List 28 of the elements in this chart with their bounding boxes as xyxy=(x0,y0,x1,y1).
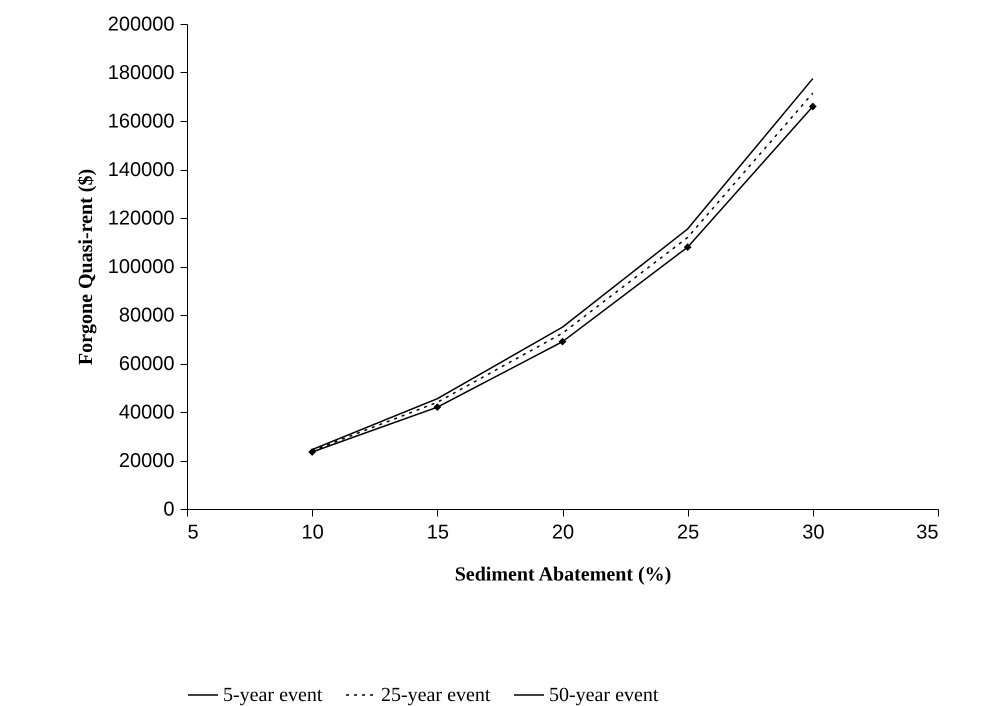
point xyxy=(308,448,316,456)
legend-label: 5-year event xyxy=(223,684,323,706)
y-tick-label: 0 xyxy=(163,498,174,520)
y-tick-label: 80000 xyxy=(118,304,174,326)
point xyxy=(808,102,817,110)
y-tick-label: 200000 xyxy=(108,14,174,36)
x-tick-label: 5 xyxy=(188,522,199,544)
point xyxy=(684,243,692,251)
y-tick-label: 100000 xyxy=(108,256,174,278)
point xyxy=(433,403,442,412)
y-tick-label: 60000 xyxy=(118,353,174,375)
x-axis-title: Sediment Abatement (%) xyxy=(454,564,672,586)
y-tick-label: 120000 xyxy=(108,208,174,230)
x-tick-label: 35 xyxy=(916,522,938,544)
y-tick-label: 40000 xyxy=(118,402,174,424)
legend-label: 50-year event xyxy=(549,684,659,706)
legend-label: 25-year event xyxy=(381,684,491,706)
y-tick-label: 160000 xyxy=(108,110,174,132)
x-tick-label: 30 xyxy=(802,522,824,544)
x-tick-label: 10 xyxy=(302,522,324,544)
x-tick-label: 25 xyxy=(677,522,700,544)
x-tick-label: 20 xyxy=(552,522,574,544)
y-tick-label: 140000 xyxy=(108,159,174,181)
y-axis-title: Forgone Quasi-rent ($) xyxy=(74,168,97,366)
point xyxy=(558,338,566,346)
y-tick-label: 180000 xyxy=(108,62,174,84)
y-tick-label: 20000 xyxy=(118,450,174,472)
x-tick-label: 15 xyxy=(426,522,449,544)
